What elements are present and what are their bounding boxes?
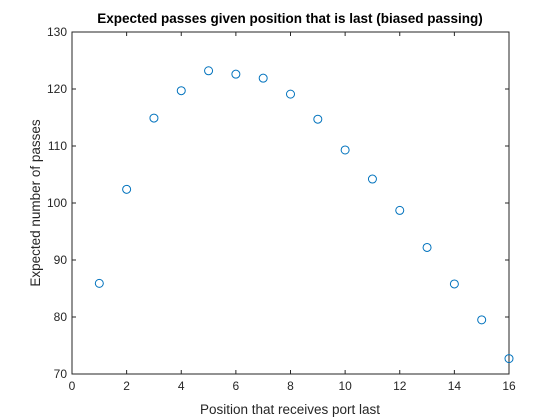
x-tick-label: 16 (502, 379, 516, 393)
x-tick-label: 8 (287, 379, 294, 393)
data-point (313, 114, 323, 124)
data-point (449, 279, 459, 289)
x-tick-label: 14 (448, 379, 462, 393)
x-tick-label: 6 (233, 379, 240, 393)
axes-frame (71, 31, 510, 375)
chart-title: Expected passes given position that is l… (97, 11, 483, 26)
data-points (94, 66, 514, 364)
y-tick-label: 70 (54, 367, 68, 381)
data-point (176, 86, 186, 96)
y-axis-label: Expected number of passes (28, 119, 43, 287)
x-tick-label: 0 (69, 379, 76, 393)
y-tick-label: 90 (54, 253, 68, 267)
data-point (504, 354, 514, 364)
y-tick-label: 110 (48, 139, 67, 153)
data-point (340, 145, 350, 155)
x-axis-label: Position that receives port last (200, 402, 380, 417)
x-tick-label: 4 (178, 379, 185, 393)
y-tick-label: 80 (54, 310, 68, 324)
y-tick-label: 100 (47, 196, 67, 210)
plot-frame (71, 31, 510, 375)
data-point (395, 205, 405, 215)
data-point (204, 66, 214, 76)
y-tick-label: 130 (47, 25, 67, 39)
data-point (286, 89, 295, 99)
data-point (477, 315, 487, 325)
x-tick-label: 12 (393, 379, 407, 393)
data-point (258, 73, 268, 83)
x-tick-label: 2 (123, 379, 130, 393)
axis-ticks: 0 2 4 6 8 10 12 14 16 70 80 90 100 110 120 130 (47, 25, 516, 393)
y-tick-label: 120 (47, 82, 67, 96)
data-point (231, 69, 241, 79)
data-point (122, 184, 132, 194)
data-point (367, 174, 377, 184)
data-point (422, 242, 432, 252)
data-point (94, 278, 104, 288)
x-tick-label: 10 (338, 379, 352, 393)
data-point (149, 113, 159, 123)
